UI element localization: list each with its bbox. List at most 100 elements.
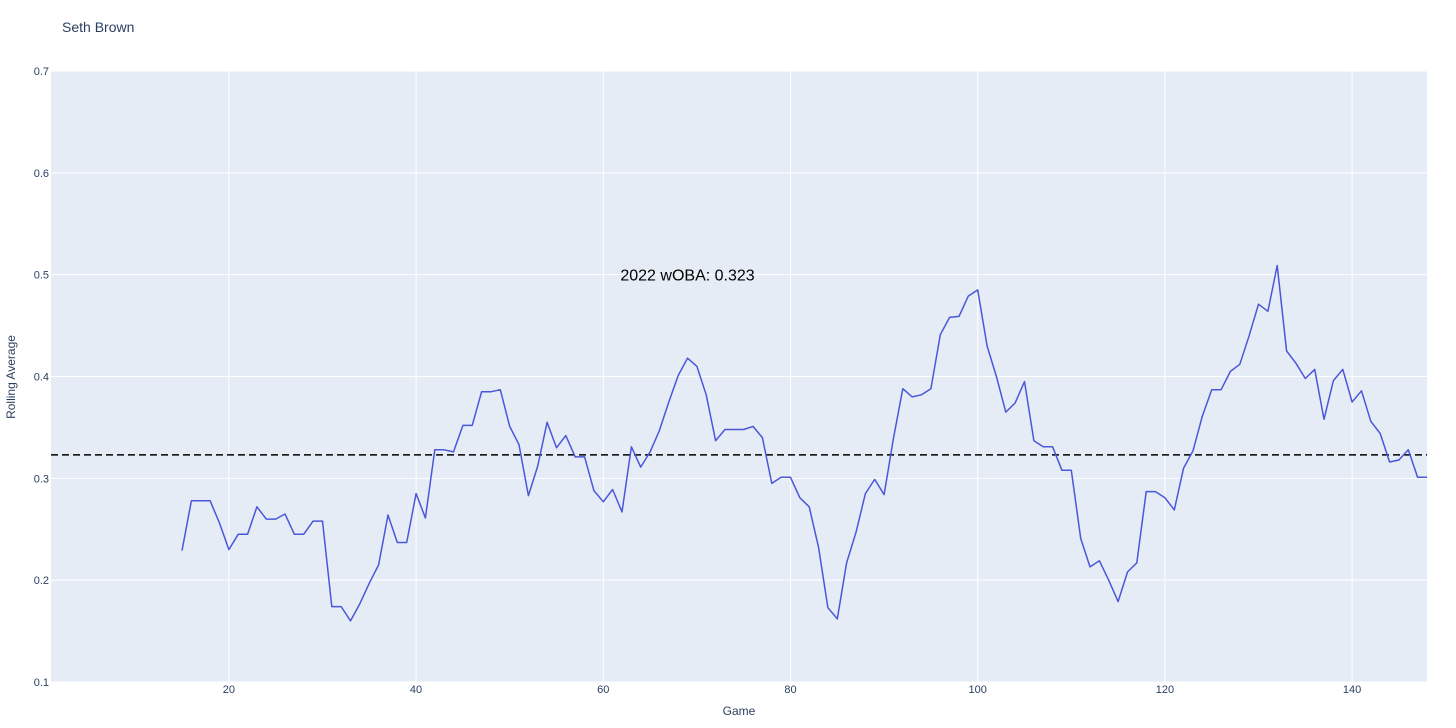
data-point: [180, 549, 184, 553]
data-point: [1266, 309, 1270, 313]
data-point: [1163, 496, 1167, 500]
x-tick-label: 120: [1156, 684, 1174, 696]
data-point: [330, 605, 334, 609]
data-point: [957, 314, 961, 318]
data-point: [1294, 361, 1298, 365]
data-point: [1032, 439, 1036, 443]
data-point: [1285, 349, 1289, 353]
data-point: [274, 517, 278, 521]
data-point: [676, 374, 680, 378]
data-point: [994, 375, 998, 379]
data-point: [536, 464, 540, 468]
data-point: [367, 581, 371, 585]
data-point: [526, 494, 530, 498]
data-point: [1154, 490, 1158, 494]
x-axis-title: Game: [723, 704, 756, 718]
data-point: [901, 387, 905, 391]
y-tick-label: 0.4: [34, 372, 49, 384]
x-tick-label: 140: [1343, 684, 1361, 696]
data-point: [760, 436, 764, 440]
data-point: [189, 499, 193, 503]
data-point: [227, 548, 231, 552]
data-point: [1416, 475, 1420, 479]
data-point: [1397, 458, 1401, 462]
data-point: [854, 530, 858, 534]
data-point: [789, 475, 793, 479]
data-point: [976, 288, 980, 292]
data-point: [620, 510, 624, 514]
data-point: [1182, 466, 1186, 470]
x-tick-label: 40: [410, 684, 422, 696]
data-point: [564, 434, 568, 438]
data-point: [611, 488, 615, 492]
data-point: [1303, 377, 1307, 381]
data-point: [452, 450, 456, 454]
data-point: [695, 364, 699, 368]
data-point: [1425, 475, 1429, 479]
series-line: [181, 264, 1427, 622]
y-tick-label: 0.2: [34, 575, 49, 587]
data-point: [770, 481, 774, 485]
data-point: [1275, 264, 1279, 268]
data-point: [1369, 419, 1373, 423]
data-point: [948, 315, 952, 319]
data-point: [283, 512, 287, 516]
data-point: [1322, 417, 1326, 421]
data-point: [442, 448, 446, 452]
data-point: [1041, 445, 1045, 449]
data-point: [218, 521, 222, 525]
data-point: [1200, 414, 1204, 418]
data-point: [1257, 302, 1261, 306]
data-point: [667, 400, 671, 404]
data-point: [386, 513, 390, 517]
data-point: [966, 294, 970, 298]
data-point: [629, 445, 633, 449]
data-point: [920, 393, 924, 397]
data-point: [1107, 578, 1111, 582]
data-point: [517, 443, 521, 447]
data-point: [873, 477, 877, 481]
data-point: [1350, 400, 1354, 404]
data-point: [1388, 460, 1392, 464]
data-point: [1060, 468, 1064, 472]
data-point: [723, 428, 727, 432]
data-point: [1079, 536, 1083, 540]
data-point: [817, 546, 821, 550]
data-point: [377, 563, 381, 567]
data-point: [1116, 600, 1120, 604]
data-point: [423, 516, 427, 520]
data-point: [1360, 389, 1364, 393]
data-point: [1191, 449, 1195, 453]
data-point: [882, 493, 886, 497]
data-point: [1126, 570, 1130, 574]
data-point: [891, 437, 895, 441]
data-point: [358, 602, 362, 606]
data-point: [208, 499, 212, 503]
data-point: [555, 446, 559, 450]
data-point: [1331, 379, 1335, 383]
data-point: [938, 333, 942, 337]
data-point: [302, 532, 306, 536]
data-point: [863, 492, 867, 496]
y-axis-title: Rolling Average: [4, 335, 18, 419]
data-point: [545, 420, 549, 424]
data-point: [1313, 367, 1317, 371]
data-point: [1013, 401, 1017, 405]
data-point: [742, 428, 746, 432]
data-point: [592, 489, 596, 493]
data-point: [732, 428, 736, 432]
data-point: [573, 455, 577, 459]
data-point: [714, 439, 718, 443]
data-point: [1088, 565, 1092, 569]
data-point: [349, 619, 353, 623]
y-tick-label: 0.7: [34, 66, 49, 78]
data-point: [1069, 468, 1073, 472]
x-tick-label: 80: [784, 684, 796, 696]
data-point: [246, 532, 250, 536]
data-point: [508, 424, 512, 428]
x-tick-label: 20: [223, 684, 235, 696]
data-point: [1341, 367, 1345, 371]
data-point: [264, 517, 268, 521]
data-point: [779, 475, 783, 479]
data-point: [601, 500, 605, 504]
